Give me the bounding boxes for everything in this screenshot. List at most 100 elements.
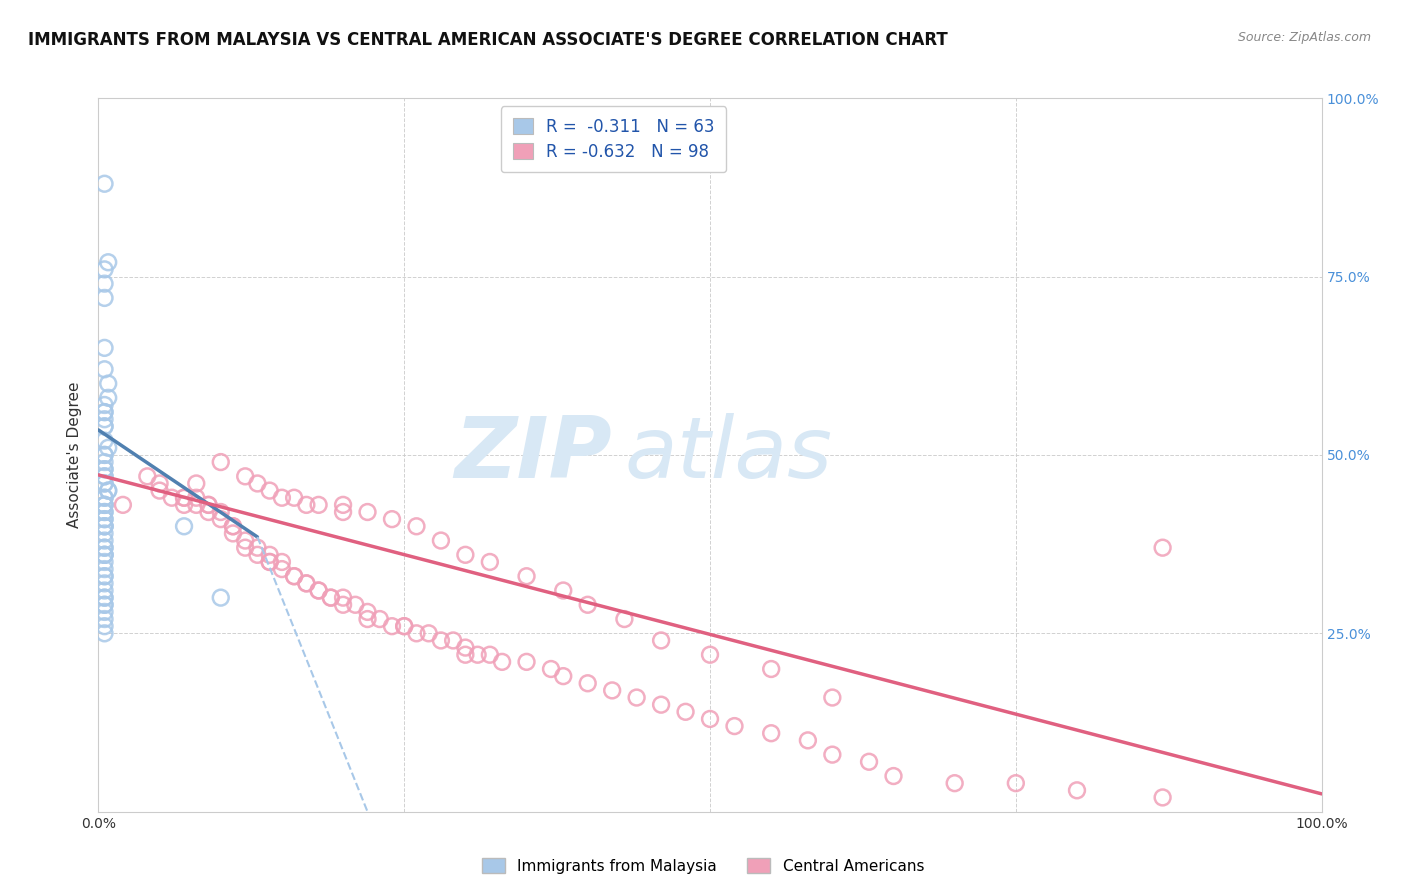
Point bbox=[332, 498, 354, 512]
Point bbox=[222, 519, 245, 533]
Point bbox=[97, 376, 120, 391]
Point bbox=[381, 619, 404, 633]
Point bbox=[93, 405, 115, 419]
Point bbox=[93, 555, 115, 569]
Point bbox=[515, 655, 537, 669]
Point bbox=[93, 505, 115, 519]
Point bbox=[368, 612, 391, 626]
Point bbox=[295, 576, 318, 591]
Point bbox=[93, 476, 115, 491]
Point bbox=[136, 469, 159, 483]
Point bbox=[93, 362, 115, 376]
Point bbox=[308, 583, 330, 598]
Point bbox=[392, 619, 416, 633]
Point bbox=[308, 498, 330, 512]
Point bbox=[295, 576, 318, 591]
Point bbox=[699, 712, 721, 726]
Point bbox=[209, 505, 232, 519]
Point bbox=[97, 441, 120, 455]
Point bbox=[93, 569, 115, 583]
Point bbox=[405, 626, 427, 640]
Point bbox=[93, 626, 115, 640]
Text: atlas: atlas bbox=[624, 413, 832, 497]
Point bbox=[270, 555, 294, 569]
Point bbox=[93, 498, 115, 512]
Point bbox=[93, 469, 115, 483]
Legend: R =  -0.311   N = 63, R = -0.632   N = 98: R = -0.311 N = 63, R = -0.632 N = 98 bbox=[501, 106, 725, 172]
Point bbox=[97, 483, 120, 498]
Point bbox=[209, 455, 232, 469]
Point bbox=[478, 648, 501, 662]
Point bbox=[111, 498, 134, 512]
Point bbox=[93, 519, 115, 533]
Point bbox=[233, 469, 256, 483]
Point bbox=[626, 690, 648, 705]
Point bbox=[93, 526, 115, 541]
Point bbox=[93, 605, 115, 619]
Point bbox=[93, 469, 115, 483]
Point bbox=[613, 612, 636, 626]
Point bbox=[356, 505, 378, 519]
Point bbox=[259, 555, 281, 569]
Point bbox=[93, 462, 115, 476]
Point bbox=[467, 648, 489, 662]
Point bbox=[93, 177, 115, 191]
Point bbox=[93, 598, 115, 612]
Point bbox=[650, 698, 672, 712]
Point bbox=[259, 483, 281, 498]
Point bbox=[93, 583, 115, 598]
Point bbox=[186, 476, 208, 491]
Point bbox=[93, 277, 115, 291]
Text: Source: ZipAtlas.com: Source: ZipAtlas.com bbox=[1237, 31, 1371, 45]
Point bbox=[93, 612, 115, 626]
Point bbox=[186, 491, 208, 505]
Point bbox=[93, 498, 115, 512]
Point bbox=[576, 676, 599, 690]
Point bbox=[600, 683, 623, 698]
Legend: Immigrants from Malaysia, Central Americans: Immigrants from Malaysia, Central Americ… bbox=[475, 852, 931, 880]
Point bbox=[93, 512, 115, 526]
Point bbox=[319, 591, 342, 605]
Point bbox=[259, 555, 281, 569]
Point bbox=[675, 705, 697, 719]
Point bbox=[356, 605, 378, 619]
Point bbox=[93, 519, 115, 533]
Point bbox=[491, 655, 513, 669]
Point bbox=[93, 548, 115, 562]
Point bbox=[319, 591, 342, 605]
Point bbox=[186, 498, 208, 512]
Point bbox=[93, 505, 115, 519]
Point bbox=[209, 591, 232, 605]
Point bbox=[430, 533, 453, 548]
Point bbox=[761, 726, 783, 740]
Point bbox=[246, 548, 269, 562]
Point bbox=[93, 541, 115, 555]
Point bbox=[478, 555, 501, 569]
Point bbox=[454, 548, 477, 562]
Point bbox=[1152, 541, 1174, 555]
Point bbox=[332, 598, 354, 612]
Point bbox=[246, 476, 269, 491]
Point bbox=[93, 419, 115, 434]
Point bbox=[259, 548, 281, 562]
Point bbox=[454, 640, 477, 655]
Point bbox=[93, 591, 115, 605]
Point bbox=[233, 533, 256, 548]
Point bbox=[233, 541, 256, 555]
Text: IMMIGRANTS FROM MALAYSIA VS CENTRAL AMERICAN ASSOCIATE'S DEGREE CORRELATION CHAR: IMMIGRANTS FROM MALAYSIA VS CENTRAL AMER… bbox=[28, 31, 948, 49]
Point bbox=[93, 476, 115, 491]
Point bbox=[283, 569, 305, 583]
Point bbox=[97, 255, 120, 269]
Point bbox=[97, 391, 120, 405]
Point bbox=[93, 405, 115, 419]
Point bbox=[93, 548, 115, 562]
Point bbox=[883, 769, 905, 783]
Point bbox=[93, 462, 115, 476]
Point bbox=[576, 598, 599, 612]
Point bbox=[93, 455, 115, 469]
Point bbox=[93, 569, 115, 583]
Point bbox=[295, 498, 318, 512]
Point bbox=[283, 569, 305, 583]
Point bbox=[93, 591, 115, 605]
Point bbox=[160, 491, 183, 505]
